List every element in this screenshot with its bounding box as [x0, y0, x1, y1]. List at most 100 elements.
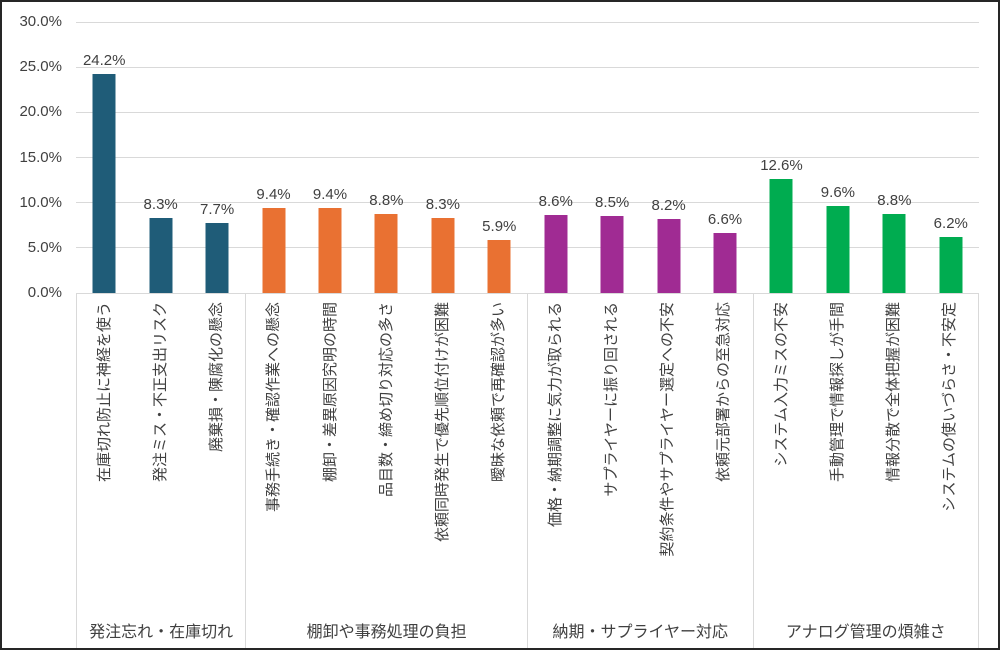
- y-axis-tick-label: 25.0%: [19, 58, 62, 76]
- category-axis: 在庫切れ防止に神経を使う 発注ミス・不正支出リスク 廃棄損・陳腐化の懸念発注忘れ・在…: [76, 293, 979, 648]
- category-label: 発注ミス・不正支出リスク: [152, 302, 170, 483]
- y-axis-tick-label: 20.0%: [19, 103, 62, 121]
- category-label: 価格・納期調整に気力が取られる: [547, 302, 565, 528]
- category-label: 品目数・締め切り対応の多さ: [377, 302, 395, 498]
- category-labels-row: 在庫切れ防止に神経を使う 発注ミス・不正支出リスク 廃棄損・陳腐化の懸念: [77, 294, 245, 612]
- category-group: 在庫切れ防止に神経を使う 発注ミス・不正支出リスク 廃棄損・陳腐化の懸念発注忘れ・在…: [76, 294, 245, 648]
- category-label: 手動管理で情報探しが手間: [828, 302, 846, 483]
- category-label-cell: 在庫切れ防止に神経を使う: [77, 294, 133, 612]
- category-label-cell: 廃棄損・陳腐化の懸念: [189, 294, 245, 612]
- category-label: 事務手続き・確認作業への懸念: [265, 302, 283, 513]
- group-label: 発注忘れ・在庫切れ: [89, 624, 234, 641]
- bar-value-label: 8.2%: [651, 196, 686, 214]
- category-label-cell: 品目数・締め切り対応の多さ: [359, 294, 415, 612]
- gridline: [76, 157, 979, 158]
- category-label-cell: 棚卸・差異原因究明の時間: [303, 294, 359, 612]
- category-group: 価格・納期調整に気力が取られる サプライヤーに振り回される 契約条件やサプライヤー選…: [527, 294, 753, 648]
- bar-group: 9.4% 9.4% 8.8% 8.3% 5.9%: [245, 22, 527, 293]
- category-label-cell: 発注ミス・不正支出リスク: [133, 294, 189, 612]
- bar-slot: 8.2%: [640, 22, 696, 293]
- bar: [431, 218, 455, 293]
- bar: [487, 239, 511, 293]
- category-label: 曖昧な依頼で再確認が多い: [489, 302, 507, 483]
- bar-value-label: 8.8%: [877, 191, 912, 209]
- bar-slot: 8.8%: [358, 22, 414, 293]
- bar-slot: 9.4%: [302, 22, 358, 293]
- gridline: [76, 66, 979, 68]
- group-label: 棚卸や事務処理の負担: [306, 624, 467, 641]
- bar: [92, 74, 116, 293]
- category-label-cell: 依頼元部署からの至急対応: [696, 294, 752, 612]
- bar-value-label: 8.5%: [595, 194, 630, 212]
- bar-group: 24.2% 8.3% 7.7%: [76, 22, 245, 293]
- bar: [318, 208, 342, 293]
- y-axis-tick-label: 15.0%: [19, 148, 62, 166]
- category-label: システムの使いづらさ・不安定: [940, 302, 958, 512]
- y-axis-tick-label: 5.0%: [27, 238, 62, 256]
- bar-value-label: 9.4%: [312, 186, 348, 204]
- bar-value-label: 5.9%: [482, 217, 517, 235]
- category-label: 在庫切れ防止に神経を使う: [96, 302, 114, 483]
- bar-slot: 7.7%: [189, 22, 245, 293]
- bar: [769, 179, 793, 293]
- category-label-cell: 依頼同時発生で優先順位付けが困難: [415, 294, 471, 612]
- category-label: 契約条件やサプライヤー選定への不安: [659, 302, 677, 557]
- category-label-cell: 曖昧な依頼で再確認が多い: [471, 294, 527, 612]
- bar: [544, 215, 568, 293]
- bar-value-label: 9.6%: [820, 184, 856, 202]
- bar-group: 8.6% 8.5% 8.2% 6.6%: [528, 22, 754, 293]
- category-label: システム入力ミスの不安: [772, 302, 790, 467]
- bar-value-label: 24.2%: [82, 52, 126, 70]
- bar-value-label: 8.3%: [425, 196, 460, 214]
- category-label: 棚卸・差異原因究明の時間: [321, 302, 339, 483]
- category-label-cell: 情報分散で全体把握が困難: [866, 294, 922, 612]
- plot-area: 24.2% 8.3% 7.7% 9.4% 9.4% 8.8% 8.3% 5.9% 8.6% 8.5…: [76, 21, 979, 293]
- bar-slot: 9.6%: [810, 22, 866, 293]
- group-label: 納期・サプライヤー対応: [552, 624, 729, 641]
- bar: [657, 218, 681, 293]
- bar: [826, 206, 850, 293]
- category-labels-row: 価格・納期調整に気力が取られる サプライヤーに振り回される 契約条件やサプライヤー選…: [528, 294, 753, 612]
- bar: [713, 233, 737, 293]
- bar-slot: 6.2%: [923, 22, 979, 293]
- category-group: システム入力ミスの不安 手動管理で情報探しが手間 情報分散で全体把握が困難 システムの…: [752, 294, 979, 648]
- y-axis-tick-label: 10.0%: [19, 193, 62, 211]
- bar: [939, 237, 963, 293]
- category-group: 事務手続き・確認作業への懸念 棚卸・差異原因究明の時間 品目数・締め切り対応の多さ 依…: [245, 294, 527, 648]
- bar-slot: 12.6%: [753, 22, 809, 293]
- category-labels-row: システム入力ミスの不安 手動管理で情報探しが手間 情報分散で全体把握が困難 システムの…: [754, 294, 979, 612]
- category-label: 廃棄損・陳腐化の懸念: [208, 302, 226, 453]
- bar: [262, 208, 286, 293]
- bar-slot: 9.4%: [245, 22, 301, 293]
- bar-slot: 8.6%: [528, 22, 584, 293]
- bar: [205, 223, 229, 293]
- bar-value-label: 8.3%: [143, 196, 178, 214]
- bar-group: 12.6% 9.6% 8.8% 6.2%: [753, 22, 979, 293]
- gridline: [76, 247, 979, 249]
- group-label: アナログ管理の煩雑さ: [785, 624, 946, 641]
- bar-slot: 6.6%: [697, 22, 753, 293]
- category-label-cell: システム入力ミスの不安: [754, 294, 810, 612]
- bar-slot: 8.3%: [415, 22, 471, 293]
- bar-slot: 8.5%: [584, 22, 640, 293]
- bar-slot: 8.3%: [132, 22, 188, 293]
- category-label-cell: 契約条件やサプライヤー選定への不安: [640, 294, 696, 612]
- category-label-cell: 事務手続き・確認作業への懸念: [246, 294, 302, 612]
- bar: [882, 213, 906, 293]
- category-label-cell: 価格・納期調整に気力が取られる: [528, 294, 584, 612]
- bar: [149, 218, 173, 293]
- category-label-cell: 手動管理で情報探しが手間: [810, 294, 866, 612]
- bar-value-label: 9.4%: [256, 186, 291, 204]
- gridline: [76, 21, 979, 23]
- bar: [600, 216, 624, 293]
- bar-slot: 24.2%: [76, 22, 132, 293]
- gridline: [76, 202, 979, 204]
- y-axis-tick-label: 0.0%: [27, 284, 62, 301]
- bar-value-label: 8.8%: [369, 191, 404, 209]
- bar-value-label: 12.6%: [760, 157, 803, 175]
- bar-slot: 5.9%: [471, 22, 527, 293]
- bar-slot: 8.8%: [866, 22, 922, 293]
- category-label-cell: システムの使いづらさ・不安定: [922, 294, 978, 612]
- y-axis-tick-label: 30.0%: [19, 13, 62, 30]
- bar-value-label: 6.2%: [933, 215, 968, 232]
